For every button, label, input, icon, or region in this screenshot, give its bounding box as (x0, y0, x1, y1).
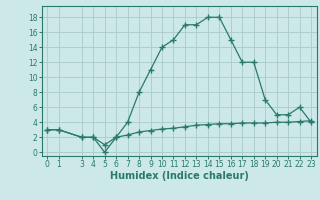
X-axis label: Humidex (Indice chaleur): Humidex (Indice chaleur) (110, 171, 249, 181)
